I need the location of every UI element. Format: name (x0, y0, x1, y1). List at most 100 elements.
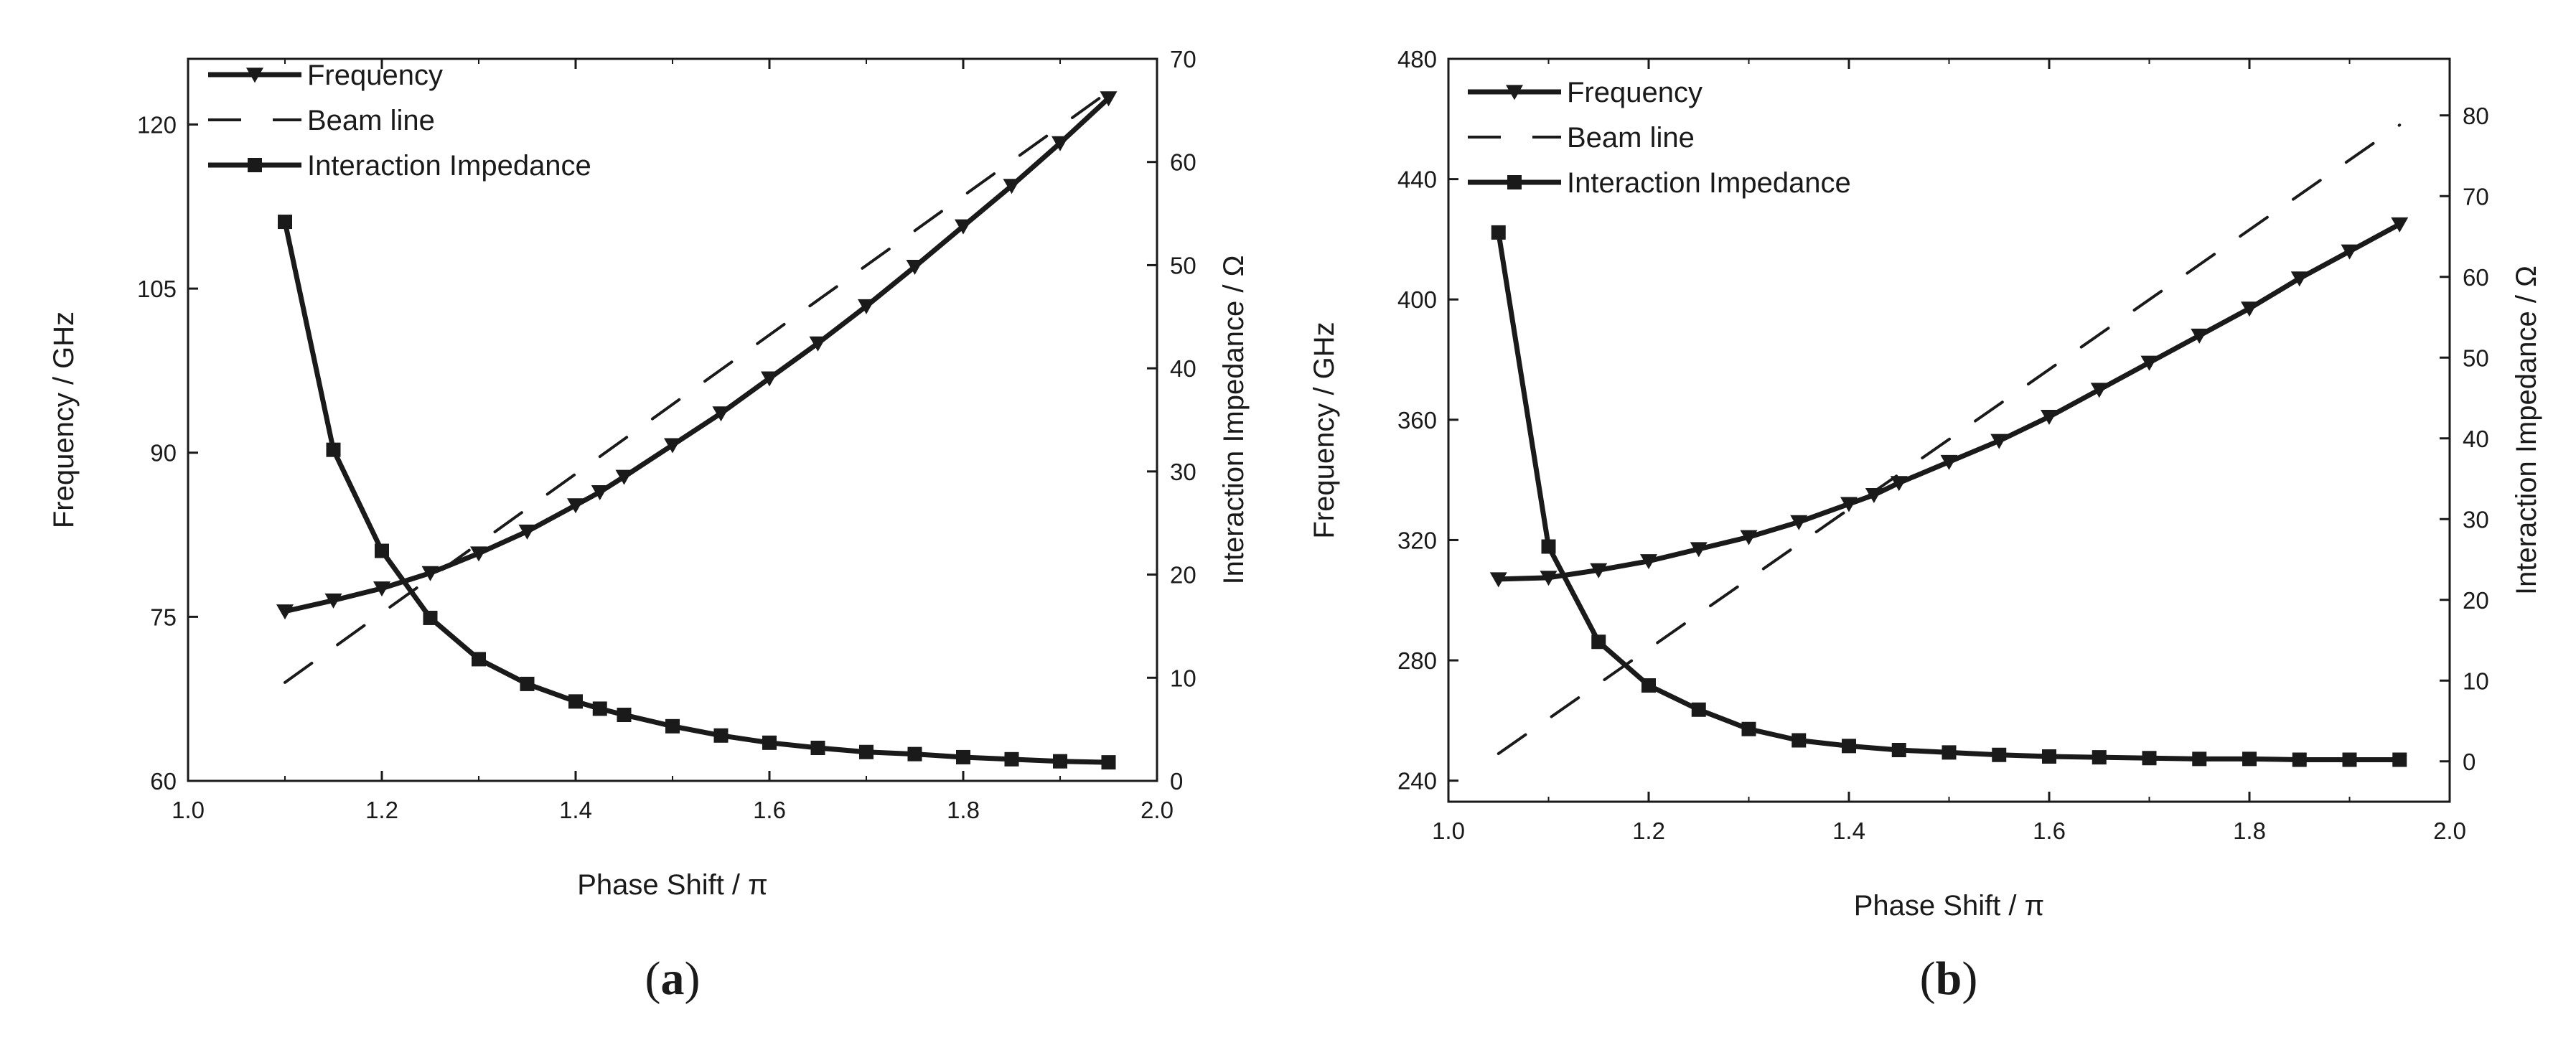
y-left-tick-label: 105 (137, 276, 177, 302)
y-right-tick-label: 60 (1170, 149, 1196, 176)
y-axis-left: 240 280 320 360 400 440 480 (1397, 46, 1458, 795)
y-right-tick-label: 0 (1170, 768, 1183, 795)
square-marker (1101, 755, 1116, 770)
square-marker (2192, 751, 2207, 767)
triangle-marker (1790, 515, 1808, 530)
square-marker (278, 215, 292, 230)
square-marker (1053, 754, 1067, 769)
triangle-marker (1590, 563, 1608, 578)
square-marker (2292, 752, 2307, 767)
triangle-marker (906, 260, 924, 276)
chart-panel-a: 1.0 1.2 1.4 1.6 1.8 2.0 60 75 90 105 120 0 10 20 30 40 5… (48, 46, 1250, 1005)
legend-label: Frequency (1567, 77, 1702, 108)
square-marker (1541, 539, 1556, 554)
triangle-marker (1052, 136, 1069, 151)
x-tick-label: 2.0 (1141, 797, 1174, 823)
y-right-tick-label: 0 (2463, 749, 2476, 775)
legend-label: Interaction Impedance (307, 150, 591, 182)
panel-label: (a) (645, 952, 701, 1005)
series-line (1497, 123, 2402, 755)
triangle-marker (373, 581, 390, 597)
square-marker (520, 676, 535, 691)
square-marker (2392, 752, 2407, 767)
legend-label: Beam line (1567, 122, 1695, 154)
triangle-marker (2290, 271, 2308, 287)
panel-label-letter: b (1936, 952, 1962, 1005)
x-tick-label: 1.0 (1432, 818, 1465, 844)
triangle-marker (1489, 572, 1507, 588)
triangle-marker (712, 406, 730, 422)
y-axis-right: 0 10 20 30 40 50 60 70 (1147, 46, 1196, 795)
y-right-tick-label: 10 (1170, 665, 1196, 691)
y-left-axis-title: Frequency / GHz (48, 311, 80, 528)
x-tick-label: 1.8 (947, 797, 980, 823)
square-marker (1942, 745, 1957, 760)
triangle-marker (276, 604, 294, 620)
panel-label: (b) (1920, 952, 1978, 1005)
triangle-marker (470, 546, 487, 562)
series-interaction-impedance (1491, 225, 2407, 767)
y-axis-right: 0 10 20 30 40 50 60 70 80 (2440, 103, 2489, 775)
square-marker (2092, 750, 2107, 765)
series-beam-line (1497, 123, 2402, 755)
legend-label: Interaction Impedance (1567, 167, 1851, 199)
square-marker (762, 735, 777, 750)
x-tick-label: 1.2 (1632, 818, 1665, 844)
square-marker (1992, 747, 2007, 762)
square-marker (375, 543, 389, 558)
series-line (284, 90, 1110, 684)
square-marker (907, 746, 922, 762)
y-right-tick-label: 40 (1170, 355, 1196, 382)
triangle-marker (858, 299, 875, 314)
legend: Frequency Beam line Interaction Impedance (208, 60, 591, 182)
legend-label: Frequency (307, 60, 443, 91)
y-right-axis-title: Interaction Impedance / Ω (2511, 266, 2542, 595)
x-axis: 1.0 1.2 1.4 1.6 1.8 2.0 (1432, 59, 2466, 844)
legend-label: Beam line (307, 105, 435, 136)
y-right-tick-label: 20 (2463, 587, 2489, 614)
y-right-tick-label: 70 (1170, 46, 1196, 72)
triangle-marker (664, 438, 681, 454)
y-right-tick-label: 10 (2463, 667, 2489, 694)
triangle-marker (1003, 179, 1021, 195)
square-marker (1842, 739, 1856, 754)
x-tick-label: 1.4 (1832, 818, 1865, 844)
y-right-axis-title: Interaction Impedance / Ω (1218, 255, 1250, 584)
x-axis-title: Phase Shift / π (577, 869, 768, 901)
y-left-tick-label: 120 (137, 111, 177, 138)
y-right-tick-label: 30 (1170, 459, 1196, 485)
square-marker (326, 442, 341, 457)
y-right-tick-label: 80 (2463, 103, 2489, 129)
legend: Frequency Beam line Interaction Impedance (1468, 77, 1851, 199)
x-tick-label: 1.6 (753, 797, 786, 823)
legend-marker (246, 67, 263, 83)
square-marker (568, 694, 583, 709)
x-tick-label: 1.2 (365, 797, 398, 823)
triangle-marker (1840, 497, 1858, 512)
square-marker (1641, 678, 1656, 693)
y-right-tick-label: 20 (1170, 562, 1196, 589)
triangle-marker (324, 593, 342, 609)
x-tick-label: 1.8 (2233, 818, 2266, 844)
triangle-marker (1865, 487, 1883, 503)
square-marker (2242, 751, 2257, 767)
triangle-marker (1890, 476, 1908, 492)
triangle-marker (2191, 328, 2209, 344)
y-left-tick-label: 240 (1397, 768, 1437, 795)
series-line (282, 219, 1111, 765)
series-line (1496, 221, 2402, 582)
series-line (1496, 230, 2402, 762)
square-marker (1691, 702, 1706, 717)
y-right-tick-label: 50 (1170, 252, 1196, 278)
square-marker (713, 728, 729, 743)
square-marker (1891, 743, 1906, 757)
triangle-marker (615, 469, 633, 485)
y-left-tick-label: 400 (1397, 286, 1437, 313)
legend-marker (1506, 85, 1523, 100)
x-axis-title: Phase Shift / π (1854, 890, 2045, 922)
series-frequency (1489, 217, 2409, 588)
square-marker (665, 718, 680, 734)
legend-marker (1507, 175, 1522, 189)
y-right-tick-label: 30 (2463, 506, 2489, 533)
